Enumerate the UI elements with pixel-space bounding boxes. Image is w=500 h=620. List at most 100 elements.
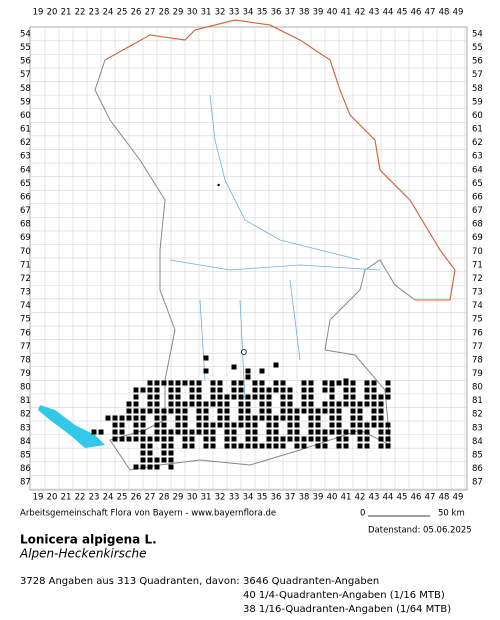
occurrence: [266, 394, 272, 400]
occurrence: [287, 394, 293, 400]
column-label: 25: [117, 493, 128, 503]
occurrence: [140, 436, 146, 442]
occurrence: [259, 408, 265, 414]
occurrence: [231, 387, 237, 393]
occurrence: [224, 443, 230, 449]
occurrence: [161, 380, 167, 386]
occurrence: [378, 408, 384, 414]
occurrence: [140, 450, 146, 456]
occurrence: [308, 401, 314, 407]
occurrence: [161, 415, 167, 421]
occurrence: [154, 422, 160, 428]
column-label: 26: [131, 493, 142, 503]
column-label: 29: [173, 8, 184, 18]
occurrence: [294, 429, 300, 435]
occurrence: [154, 401, 160, 407]
occurrence: [119, 436, 125, 442]
occurrence: [112, 422, 118, 428]
occurrence: [329, 381, 335, 387]
occurrence: [133, 429, 139, 435]
occurrence: [308, 394, 314, 400]
occurrence: [147, 394, 153, 400]
occurrence: [140, 387, 146, 393]
occurrence: [280, 415, 286, 421]
occurrence: [336, 401, 342, 407]
occurrence: [322, 429, 328, 435]
occurrence: [245, 429, 251, 435]
row-label: 60: [20, 111, 31, 121]
row-label: 86: [20, 464, 31, 474]
occurrence: [189, 436, 195, 442]
occurrence: [357, 422, 363, 428]
occurrence: [119, 415, 125, 421]
occurrence: [231, 380, 237, 386]
column-label: 28: [159, 8, 170, 18]
occurrence: [196, 394, 202, 400]
occurrence: [175, 429, 181, 435]
occurrence: [203, 401, 209, 407]
occurrence: [133, 387, 139, 393]
occurrence: [140, 464, 146, 470]
occurrence: [161, 408, 167, 414]
occurrence: [245, 368, 251, 374]
occurrence: [238, 380, 244, 386]
occurrence: [371, 394, 377, 400]
occurrence: [322, 387, 328, 393]
occurrence: [238, 443, 244, 449]
column-label: 26: [131, 8, 142, 18]
occurrence: [357, 443, 363, 449]
occurrence: [245, 408, 251, 414]
occurrence: [217, 387, 223, 393]
row-label: 85: [20, 450, 31, 460]
row-label: 55: [20, 43, 31, 53]
occurrence: [357, 429, 363, 435]
occurrence: [350, 394, 356, 400]
occurrence: [189, 394, 195, 400]
row-label: 77: [20, 342, 31, 352]
occurrence: [294, 422, 300, 428]
occurrence: [287, 422, 293, 428]
row-label: 64: [472, 165, 483, 175]
occurrence: [182, 436, 188, 442]
row-label: 57: [20, 70, 31, 80]
occurrence: [196, 387, 202, 393]
occurrence: [140, 415, 146, 421]
row-label: 65: [472, 179, 483, 189]
occurrence: [371, 422, 377, 428]
column-label: 45: [397, 8, 408, 18]
column-label: 40: [327, 8, 338, 18]
column-label: 47: [425, 8, 436, 18]
occurrence: [357, 408, 363, 414]
occurrence: [133, 415, 139, 421]
occurrence: [266, 387, 272, 393]
occurrence: [224, 401, 230, 407]
occurrence: [168, 394, 174, 400]
occurrence: [280, 387, 286, 393]
occurrence: [140, 443, 146, 449]
occurrence: [210, 394, 216, 400]
row-label: 67: [20, 206, 31, 216]
row-label: 81: [20, 396, 31, 406]
occurrence: [350, 380, 356, 386]
occurrences: [91, 183, 391, 470]
occurrence: [259, 401, 265, 407]
occurrence: [133, 394, 139, 400]
occurrence: [280, 436, 286, 442]
occurrence: [287, 415, 293, 421]
occurrence: [154, 387, 160, 393]
occurrence: [252, 387, 258, 393]
occurrence: [336, 429, 342, 435]
row-label: 58: [20, 84, 31, 94]
occurrence: [168, 408, 174, 414]
occurrence: [245, 394, 251, 400]
occurrence: [224, 415, 230, 421]
occurrence: [385, 436, 391, 442]
occurrence: [112, 436, 118, 442]
occurrence: [161, 436, 167, 442]
column-label: 28: [159, 493, 170, 503]
occurrence: [266, 429, 272, 435]
occurrence: [196, 422, 202, 428]
occurrence: [182, 401, 188, 407]
occurrence: [315, 436, 321, 442]
